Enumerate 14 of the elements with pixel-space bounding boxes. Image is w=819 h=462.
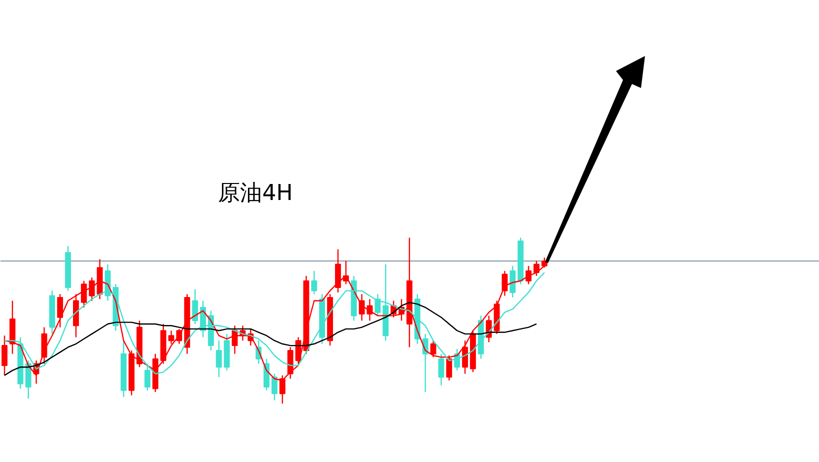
candlestick bbox=[264, 358, 270, 391]
candlestick bbox=[216, 340, 222, 378]
candlestick bbox=[272, 373, 278, 401]
candlestick bbox=[510, 265, 516, 298]
candlestick bbox=[80, 280, 87, 308]
candlestick bbox=[88, 276, 95, 302]
candlestick bbox=[57, 294, 64, 328]
chart-title: 原油4H bbox=[218, 181, 293, 206]
candlestick bbox=[168, 330, 174, 344]
candlestick bbox=[374, 294, 381, 316]
candlestick bbox=[462, 340, 468, 374]
candlestick bbox=[192, 288, 198, 325]
candlestick bbox=[430, 340, 436, 358]
candlestick bbox=[311, 270, 318, 295]
